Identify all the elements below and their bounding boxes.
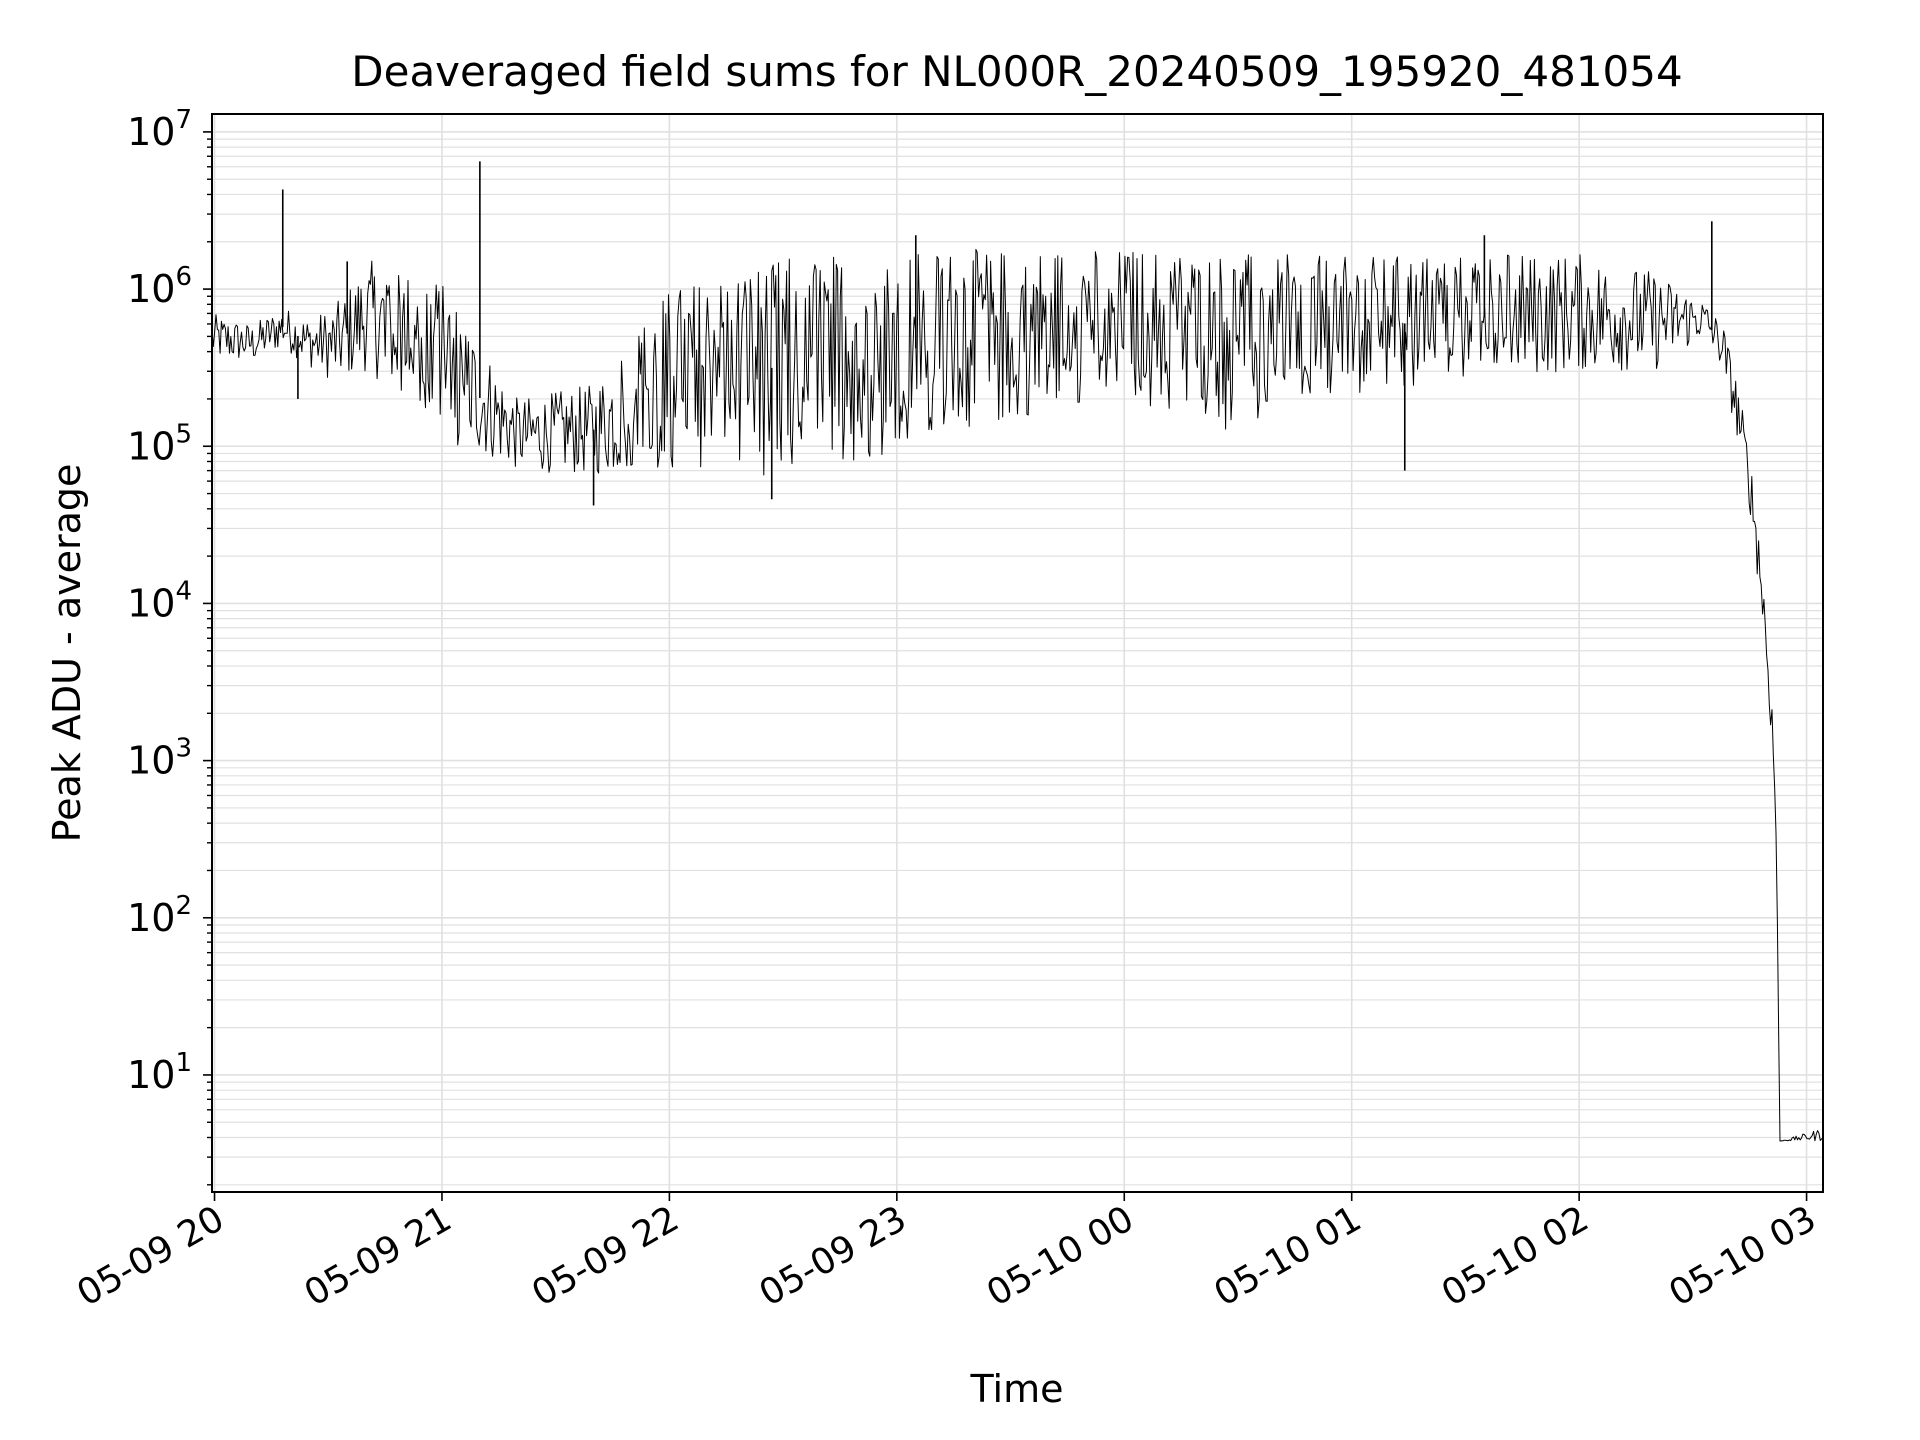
series-line bbox=[211, 248, 1824, 1142]
x-tick-label: 05-09 23 bbox=[753, 1198, 914, 1314]
y-tick-label-exponent: 1 bbox=[175, 1048, 192, 1078]
x-tick-label: 05-10 03 bbox=[1662, 1198, 1823, 1314]
y-tick-label-base: 10 bbox=[127, 267, 175, 311]
x-tick-label: 05-10 01 bbox=[1208, 1198, 1369, 1314]
grid bbox=[212, 114, 1823, 1192]
y-axis-label: Peak ADU - average bbox=[45, 464, 89, 843]
y-tick-label-base: 10 bbox=[127, 424, 175, 468]
y-tick-label-exponent: 2 bbox=[175, 891, 192, 921]
y-tick-label-base: 10 bbox=[127, 1053, 175, 1097]
x-tick-label: 05-09 20 bbox=[70, 1198, 231, 1314]
y-tick-label-exponent: 4 bbox=[175, 576, 192, 606]
plot-frame bbox=[211, 113, 1824, 1193]
y-tick-label: 102 bbox=[127, 891, 192, 940]
x-tick-label: 05-10 00 bbox=[980, 1198, 1141, 1314]
x-axis: 05-09 20 05-09 21 05-09 22 05-09 23 05-10 00… bbox=[70, 1192, 1823, 1315]
y-tick-label-exponent: 5 bbox=[175, 419, 192, 449]
y-tick-label-base: 10 bbox=[127, 896, 175, 940]
y-tick-label: 106 bbox=[127, 262, 192, 311]
y-tick-label-base: 10 bbox=[127, 739, 175, 783]
y-tick-label: 105 bbox=[127, 419, 192, 468]
x-tick-label: 05-09 22 bbox=[525, 1198, 686, 1314]
y-tick-label-exponent: 7 bbox=[175, 105, 192, 135]
x-axis-label: Time bbox=[970, 1367, 1064, 1411]
chart-title: Deaveraged field sums for NL000R_2024050… bbox=[351, 47, 1682, 96]
y-tick-label: 104 bbox=[127, 576, 192, 625]
y-tick-label: 103 bbox=[127, 734, 192, 783]
y-tick-label-exponent: 6 bbox=[175, 262, 192, 292]
y-tick-label: 107 bbox=[127, 105, 192, 154]
x-tick-label: 05-09 21 bbox=[298, 1198, 459, 1314]
y-tick-label-base: 10 bbox=[127, 110, 175, 154]
y-tick-label-exponent: 3 bbox=[175, 734, 192, 764]
y-tick-label: 101 bbox=[127, 1048, 192, 1097]
x-tick-label: 05-10 02 bbox=[1435, 1198, 1596, 1314]
series bbox=[211, 161, 1824, 1142]
y-tick-label-base: 10 bbox=[127, 581, 175, 625]
